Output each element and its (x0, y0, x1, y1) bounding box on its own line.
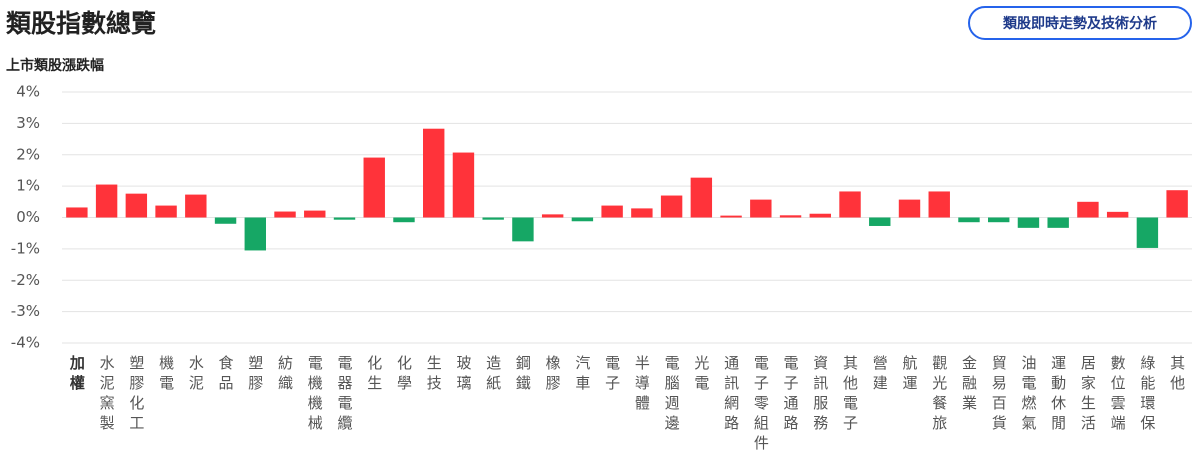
x-tick-label: 運動休閒 (1049, 355, 1067, 435)
analysis-button[interactable]: 類股即時走勢及技術分析 (968, 6, 1192, 40)
bar (333, 217, 356, 220)
bar (304, 210, 326, 218)
bar (809, 213, 831, 218)
y-tick-label: 1% (16, 177, 40, 195)
x-tick-label: 食品 (217, 355, 235, 395)
x-tick-label: 水泥窯製 (98, 355, 116, 435)
bar (95, 184, 118, 218)
y-tick-label: -4% (11, 334, 40, 352)
x-tick-label: 水泥 (187, 355, 205, 395)
x-tick-label: 航運 (901, 355, 919, 395)
bar (1047, 217, 1069, 228)
x-tick-label: 其他電子 (841, 355, 859, 435)
chart-subtitle: 上市類股漲跌幅 (6, 58, 104, 74)
bar (631, 208, 653, 218)
x-tick-label: 觀光餐旅 (930, 355, 948, 435)
y-tick-label: -1% (11, 239, 40, 257)
x-tick-label: 化學 (395, 355, 413, 395)
bar (512, 217, 534, 242)
x-tick-label: 油電燃氣 (1019, 355, 1037, 435)
x-tick-label: 化生 (365, 355, 383, 395)
y-tick-label: 0% (16, 208, 40, 226)
bar (393, 217, 415, 223)
x-tick-label: 數位雲端 (1109, 355, 1127, 435)
chart-title: 類股指數總覽 (6, 9, 157, 38)
bar (1077, 201, 1099, 218)
bar (274, 211, 296, 218)
x-tick-label: 玻璃 (454, 355, 472, 395)
x-tick-label: 綠能環保 (1138, 355, 1156, 435)
bar (482, 217, 504, 220)
bar (988, 217, 1010, 223)
bar (690, 177, 713, 218)
x-tick-label: 加權 (68, 355, 86, 395)
x-tick-label: 橡膠 (544, 355, 562, 395)
x-tick-label: 汽車 (573, 355, 591, 395)
x-tick-label: 塑膠化工 (127, 355, 145, 435)
y-tick-label: 2% (16, 145, 40, 163)
x-tick-label: 造紙 (484, 355, 502, 395)
x-tick-label: 貿易百貨 (990, 355, 1008, 435)
x-tick-label: 電子 (603, 355, 621, 395)
bar (1106, 211, 1129, 218)
bar (571, 217, 594, 222)
bar (1136, 217, 1159, 248)
bar (869, 217, 891, 226)
x-tick-label: 半導體 (633, 355, 651, 415)
bar (750, 199, 772, 218)
x-tick-label: 其他 (1168, 355, 1186, 395)
bar (958, 217, 980, 223)
bar (363, 157, 385, 218)
x-tick-label: 通訊網路 (722, 355, 740, 435)
y-tick-label: -3% (11, 302, 40, 320)
bar (1166, 190, 1188, 218)
x-tick-label: 電器電纜 (336, 355, 354, 435)
x-tick-label: 金融業 (960, 355, 978, 415)
x-tick-label: 電腦週邊 (663, 355, 681, 435)
bar (214, 217, 237, 224)
bar (155, 205, 177, 218)
bar (452, 152, 475, 218)
bar (720, 215, 742, 218)
bar (898, 199, 921, 218)
bar (541, 214, 564, 218)
x-tick-label: 生技 (425, 355, 443, 395)
bar (779, 215, 802, 218)
x-tick-label: 居家生活 (1079, 355, 1097, 435)
y-tick-label: 4% (16, 83, 40, 101)
bar (928, 191, 950, 218)
x-tick-label: 電子零組件 (752, 355, 770, 455)
x-tick-label: 機電 (157, 355, 175, 395)
bar (125, 193, 148, 218)
bar (660, 195, 683, 218)
bar (601, 205, 623, 218)
x-tick-label: 鋼鐵 (514, 355, 532, 395)
x-tick-label: 電子通路 (782, 355, 800, 435)
y-tick-label: 3% (16, 114, 40, 132)
x-tick-label: 紡織 (276, 355, 294, 395)
bar (185, 194, 207, 218)
x-tick-label: 資訊服務 (811, 355, 829, 435)
x-tick-label: 電機機械 (306, 355, 324, 435)
x-tick-label: 光電 (692, 355, 710, 395)
bar (66, 207, 88, 218)
y-tick-label: -2% (11, 271, 40, 289)
bar (244, 217, 266, 251)
x-tick-label: 塑膠 (246, 355, 264, 395)
bar (423, 128, 445, 218)
bar (1017, 217, 1040, 228)
x-tick-label: 營建 (871, 355, 889, 395)
bar (839, 191, 861, 218)
